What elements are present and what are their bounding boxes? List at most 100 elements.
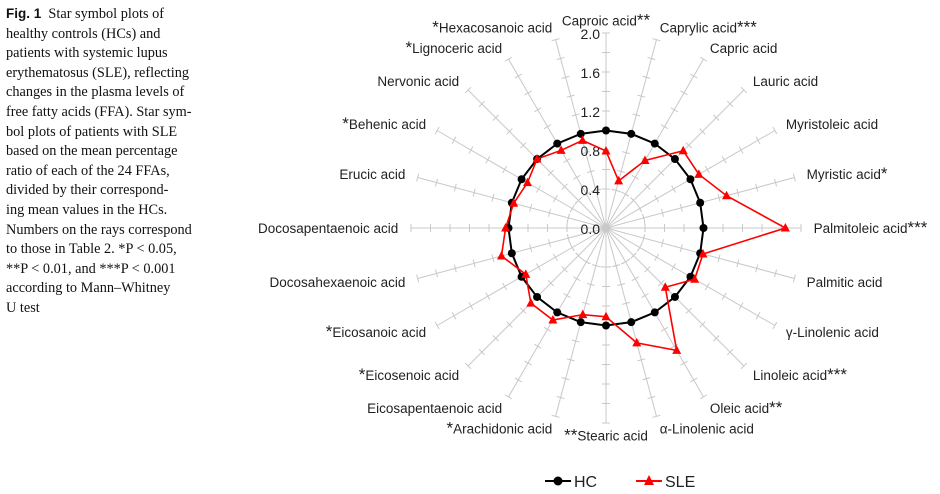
- data-point-hc: [553, 308, 562, 317]
- axis-tick: [453, 264, 457, 273]
- axis-tick: [571, 113, 580, 117]
- axis-tick: [547, 239, 552, 248]
- data-point-hc: [507, 249, 516, 258]
- axis-tick: [547, 279, 555, 287]
- series-line-sle: [500, 139, 788, 352]
- axis-tick: [690, 377, 698, 383]
- axis-tick: [652, 38, 661, 42]
- axis-tick: [755, 264, 759, 273]
- caption-line: **P < 0.01, and ***P < 0.001: [6, 260, 176, 277]
- axis-tick: [575, 252, 582, 259]
- axis-tick: [569, 243, 575, 252]
- caption-line: divided by their correspond-: [6, 182, 169, 199]
- axis-tick: [699, 128, 706, 135]
- axis-label: Linoleic acid***: [753, 365, 848, 384]
- axis-tick: [657, 279, 665, 287]
- axis-tick: [772, 126, 778, 135]
- axis-tick: [654, 195, 660, 203]
- axis-tick: [506, 128, 513, 135]
- axis-tick: [582, 259, 591, 265]
- category-label: Erucic acid: [339, 167, 405, 182]
- axis-tick: [713, 114, 720, 121]
- axis-tick: [679, 203, 683, 212]
- axis-tick: [575, 197, 582, 204]
- significance-stars: *: [447, 419, 454, 438]
- axis-tick: [713, 335, 720, 342]
- category-label: γ-Linolenic acid: [786, 325, 879, 340]
- caption-line: ratio of each of the 24 FFAs,: [6, 162, 170, 179]
- axis-label: *Lignoceric acid: [405, 38, 502, 57]
- axis-tick: [472, 188, 476, 197]
- category-label: Docosapentaenoic acid: [258, 221, 398, 236]
- axis-tick: [478, 348, 486, 356]
- axis-tick: [738, 302, 744, 310]
- axis-tick: [617, 169, 626, 174]
- category-label: α-Linolenic acid: [660, 422, 754, 437]
- axis-tick: [642, 213, 646, 222]
- axis-tick: [670, 107, 678, 113]
- axis-tick: [453, 183, 457, 192]
- axis-label: Nervonic acid: [377, 74, 459, 89]
- axis-label: Myristic acid*: [807, 164, 888, 183]
- axis-tick: [704, 165, 710, 174]
- axis-tick: [631, 276, 639, 282]
- axis-tick: [622, 151, 631, 155]
- axis-tick: [561, 75, 570, 79]
- data-point-hc: [650, 308, 659, 317]
- axis-tick: [552, 195, 558, 203]
- data-point-hc: [696, 198, 705, 207]
- radial-tick-label: 1.2: [581, 104, 601, 120]
- radial-tick-label: 0.0: [581, 221, 601, 237]
- category-label: Behenic acid: [349, 117, 426, 132]
- axis-tick: [571, 339, 580, 343]
- axis-tick: [679, 244, 683, 253]
- axis-tick: [792, 274, 796, 283]
- category-label: Arachidonic acid: [453, 422, 552, 437]
- axis-label: Myristoleic acid: [786, 117, 878, 132]
- data-point-hc: [699, 224, 708, 232]
- significance-stars: ***: [907, 218, 927, 237]
- legend-marker: [644, 475, 654, 485]
- axis-tick: [534, 343, 542, 349]
- data-point-sle: [496, 251, 506, 260]
- significance-stars: *: [359, 365, 366, 384]
- axis-tick: [556, 396, 565, 400]
- legend-label: SLE: [665, 474, 695, 491]
- axis-tick: [630, 197, 637, 204]
- caption-line: healthy controls (HCs) and: [6, 25, 161, 42]
- category-label: Capric acid: [710, 41, 778, 56]
- axis-tick: [644, 266, 651, 273]
- axis-label: α-Linolenic acid: [660, 422, 754, 437]
- axis-tick: [485, 292, 491, 300]
- axis-tick: [529, 203, 533, 212]
- data-point-hc: [533, 292, 542, 301]
- axis-tick: [434, 126, 440, 135]
- radial-tick-label: 1.6: [581, 65, 601, 81]
- data-point-sle: [660, 282, 670, 291]
- category-label: Lignoceric acid: [412, 41, 502, 56]
- significance-stars: *: [405, 38, 412, 57]
- axis-tick: [478, 100, 486, 108]
- category-label: Docosahexaenoic acid: [270, 275, 406, 290]
- axis-tick: [520, 142, 527, 149]
- axis-tick: [717, 254, 721, 263]
- caption-line: Fig. 1 Star symbol plots of: [6, 4, 262, 25]
- axis-tick: [464, 362, 472, 370]
- axis-tick: [502, 165, 508, 174]
- axis-tick: [642, 234, 646, 243]
- axis-tick: [632, 113, 641, 117]
- category-label: Lauric acid: [753, 74, 818, 89]
- axis-tick: [647, 396, 656, 400]
- caption-line: according to Mann–Whitney: [6, 280, 171, 297]
- significance-stars: *: [881, 164, 888, 183]
- axis-tick: [514, 73, 522, 79]
- axis-tick: [637, 204, 643, 213]
- axis-tick: [492, 114, 499, 121]
- axis-tick: [738, 146, 744, 154]
- axis-tick: [464, 86, 472, 94]
- axis-tick: [434, 321, 440, 330]
- data-point-hc: [627, 129, 636, 138]
- axis-label: γ-Linolenic acid: [786, 325, 879, 340]
- axis-tick: [654, 253, 660, 261]
- axis-label: *Arachidonic acid: [447, 419, 553, 438]
